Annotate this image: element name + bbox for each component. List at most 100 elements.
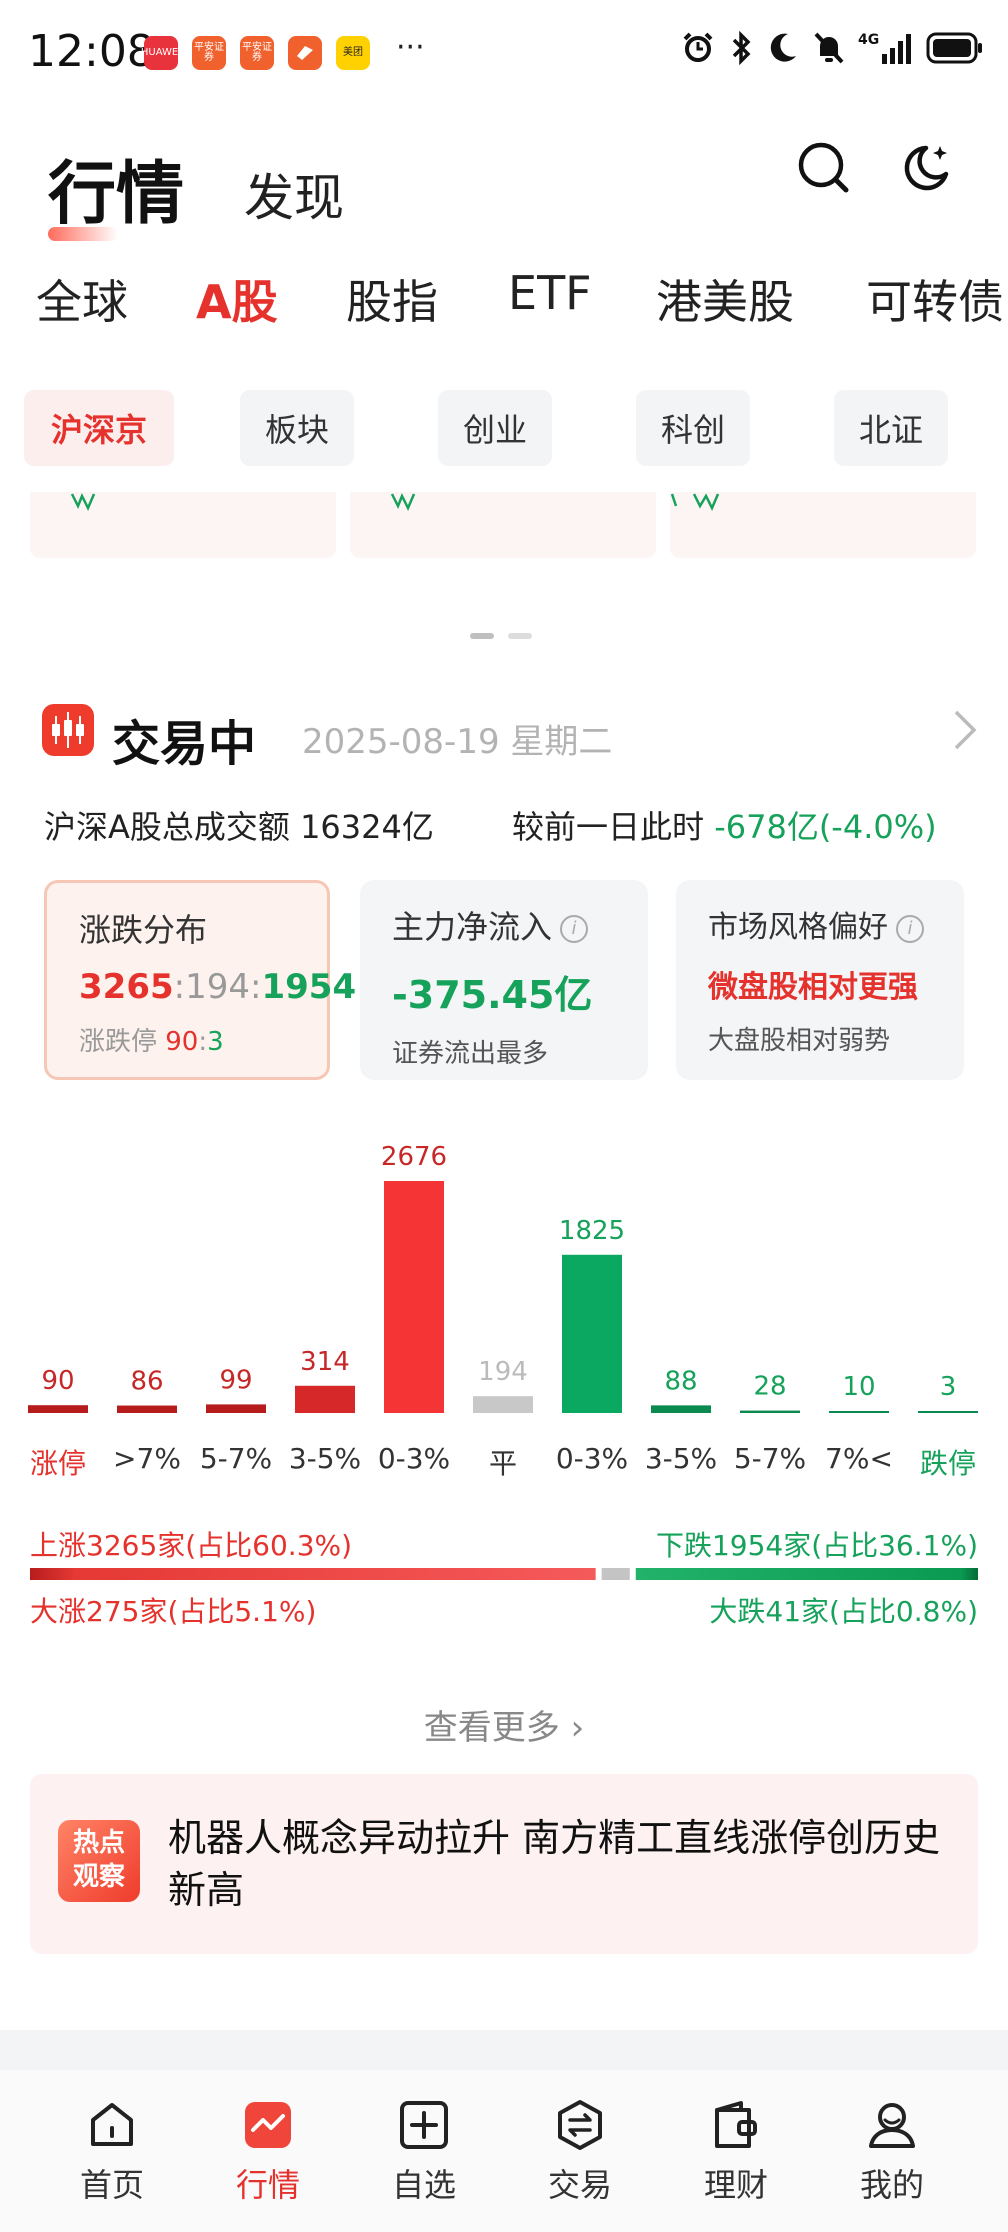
tab-a-shares[interactable]: A股 — [196, 275, 278, 329]
bar-0 — [28, 1405, 88, 1413]
bar-2 — [206, 1404, 266, 1413]
pager-dot — [508, 633, 532, 639]
candlestick-icon — [42, 704, 94, 756]
card-title: 市场风格偏好 i — [708, 902, 932, 946]
market-style-value: 微盘股相对更强 — [708, 970, 918, 1005]
nav-market[interactable]: 行情 — [208, 2070, 328, 2206]
alarm-icon — [683, 32, 713, 62]
card-title: 主力净流入 i — [392, 902, 616, 948]
main-flow-sub: 证券流出最多 — [392, 1039, 549, 1069]
tab-index[interactable]: 股指 — [346, 275, 438, 329]
profile-icon — [869, 2103, 915, 2148]
trade-icon — [558, 2100, 602, 2150]
view-more-link[interactable]: 查看更多 › — [423, 1708, 585, 1748]
trading-date: 2025-08-19 星期二 — [302, 722, 613, 762]
fall-segment — [635, 1568, 978, 1580]
flat-segment — [601, 1568, 630, 1580]
night-mode-icon[interactable] — [898, 140, 954, 200]
bottom-nav: 首页 行情 自选 交易 理财 我的 — [0, 2070, 1008, 2232]
info-icon[interactable]: i — [896, 914, 924, 943]
subtab-shsz-bj[interactable]: 沪深京 — [24, 390, 174, 466]
bar-5 — [473, 1396, 533, 1413]
pingan-app-icon-2: 平安证券 — [240, 36, 274, 70]
up-flat-down-counts: 3265:194:1954 — [79, 967, 357, 1007]
tab-convertible[interactable]: 可转债 — [866, 275, 1004, 329]
info-icon[interactable]: i — [560, 915, 589, 943]
bar-value-label: 90 — [41, 1366, 74, 1396]
index-card[interactable] — [670, 492, 976, 558]
bar-value-label: 314 — [300, 1347, 350, 1377]
main-flow-card[interactable]: 主力净流入 i -375.45亿 证券流出最多 — [360, 880, 648, 1080]
bar-7 — [651, 1405, 711, 1413]
bar-3 — [295, 1385, 355, 1413]
nav-wealth[interactable]: 理财 — [676, 2070, 796, 2206]
home-icon — [91, 2103, 133, 2146]
nav-home[interactable]: 首页 — [52, 2070, 172, 2206]
tab-hk-us[interactable]: 港美股 — [656, 275, 794, 329]
category-label: 平 — [488, 1447, 517, 1480]
system-status-icons: 4G — [680, 30, 984, 66]
bar-value-label: 3 — [940, 1372, 957, 1402]
moon-icon — [770, 33, 796, 62]
rise-fall-ratio-bar — [30, 1568, 978, 1580]
chevron-right-icon[interactable] — [950, 708, 980, 756]
big-fall-summary: 大跌41家(占比0.8%) — [709, 1595, 978, 1628]
discover-tab[interactable]: 发现 — [244, 169, 344, 227]
bar-value-label: 1825 — [559, 1216, 625, 1246]
tab-global[interactable]: 全球 — [36, 275, 128, 329]
bar-value-label: 88 — [664, 1366, 697, 1396]
total-turnover: 沪深A股总成交额 16324亿 — [44, 808, 434, 846]
page-title[interactable]: 行情 — [48, 138, 184, 241]
bar-10 — [918, 1411, 978, 1413]
bar-4 — [384, 1181, 444, 1413]
trading-status-title: 交易中 — [112, 716, 257, 772]
fall-summary: 下跌1954家(占比36.1%) — [655, 1529, 978, 1562]
news-headline: 机器人概念异动拉升 南方精工直线涨停创历史新高 — [168, 1816, 941, 1912]
category-label: 0-3% — [555, 1442, 629, 1475]
distribution-card[interactable]: 涨跌分布 3265:194:1954 涨跌停 90:3 — [44, 880, 357, 1080]
index-card[interactable] — [350, 492, 656, 558]
market-icon — [245, 2102, 291, 2148]
subtab-star[interactable]: 科创 — [636, 390, 750, 466]
section-divider — [0, 2030, 1008, 2070]
category-label: 3-5% — [644, 1442, 718, 1475]
category-label: 涨停 — [29, 1447, 86, 1480]
hot-news-card[interactable]: 热点 观察 机器人概念异动拉升 南方精工直线涨停创历史新高 — [30, 1774, 978, 1954]
bar-1 — [117, 1405, 177, 1413]
status-time: 12:08 — [28, 26, 155, 77]
watchlist-icon — [400, 2101, 448, 2149]
search-icon[interactable] — [796, 140, 852, 200]
status-bar: 12:08 HUAWEI 平安证券 平安证券 美团 ··· 4G — [0, 0, 1008, 110]
bar-value-label: 28 — [753, 1372, 786, 1402]
category-label: 7%< — [825, 1442, 893, 1475]
bar-value-label: 194 — [478, 1357, 528, 1387]
subtab-sector[interactable]: 板块 — [240, 390, 354, 466]
card-title: 涨跌分布 — [79, 911, 208, 949]
subtab-chinext[interactable]: 创业 — [438, 390, 552, 466]
bar-6 — [562, 1254, 622, 1413]
market-style-card[interactable]: 市场风格偏好 i 微盘股相对更强 大盘股相对弱势 — [676, 880, 964, 1080]
bluetooth-icon — [732, 30, 751, 66]
category-label: 5-7% — [199, 1442, 273, 1475]
wallet-icon — [715, 2101, 757, 2148]
big-rise-summary: 大涨275家(占比5.1%) — [30, 1595, 317, 1628]
subtab-bse[interactable]: 北证 — [834, 390, 948, 466]
nav-watchlist[interactable]: 自选 — [364, 2070, 484, 2206]
category-label: 5-7% — [733, 1442, 807, 1475]
sparkline — [670, 493, 720, 511]
rise-summary: 上涨3265家(占比60.3%) — [30, 1529, 353, 1562]
pingan-app-icon: 平安证券 — [192, 36, 226, 70]
nav-profile[interactable]: 我的 — [832, 2070, 952, 2206]
nav-trade[interactable]: 交易 — [520, 2070, 640, 2206]
bar-value-label: 10 — [842, 1372, 875, 1402]
index-card[interactable] — [30, 492, 336, 558]
notification-app-icons: HUAWEI 平安证券 平安证券 美团 — [141, 36, 370, 70]
hot-watch-badge: 热点 观察 — [58, 1820, 140, 1902]
meituan-app-icon: 美团 — [336, 36, 370, 70]
tab-etf[interactable]: ETF — [508, 266, 592, 320]
category-label: 3-5% — [288, 1442, 362, 1475]
sparkline — [390, 492, 416, 511]
main-flow-value: -375.45亿 — [392, 973, 593, 1017]
turnover-compare: 较前一日此时 -678亿(-4.0%) — [512, 808, 937, 846]
rise-segment — [30, 1568, 596, 1580]
